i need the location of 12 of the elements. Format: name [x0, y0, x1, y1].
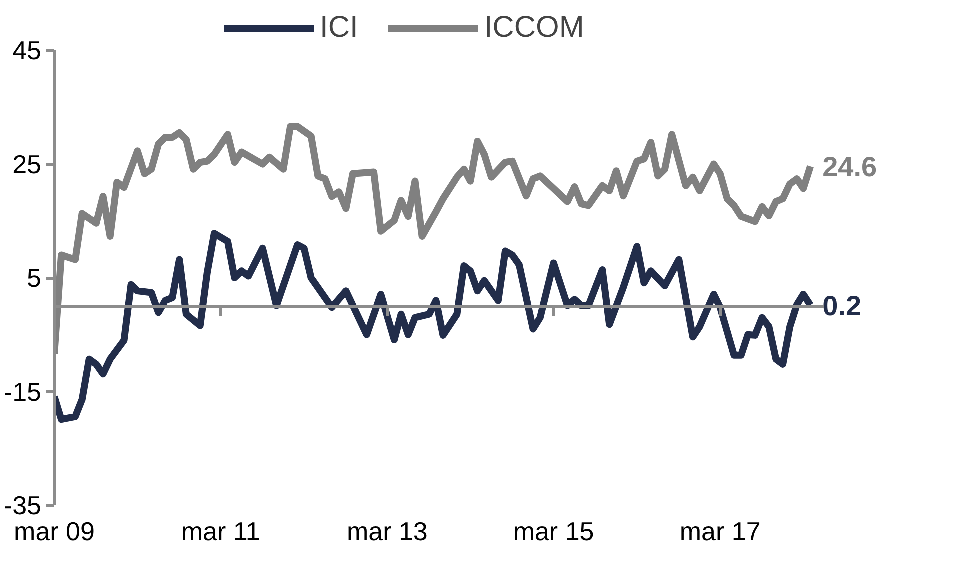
y-tick-label: 45: [12, 36, 42, 66]
data-label: 24.6: [822, 152, 878, 183]
y-tick-label: 25: [12, 149, 42, 180]
data-label: 0.2: [822, 290, 862, 322]
x-tick-label: mar 11: [181, 516, 260, 546]
legend-label: ICCOM: [484, 11, 584, 45]
x-tick-label: mar 17: [680, 516, 761, 546]
y-tick-label: 5: [27, 263, 42, 293]
y-tick-label: -15: [4, 376, 42, 407]
x-tick-label: mar 13: [346, 516, 428, 546]
legend-label: ICI: [320, 11, 358, 45]
x-tick-label: mar 15: [513, 516, 594, 546]
